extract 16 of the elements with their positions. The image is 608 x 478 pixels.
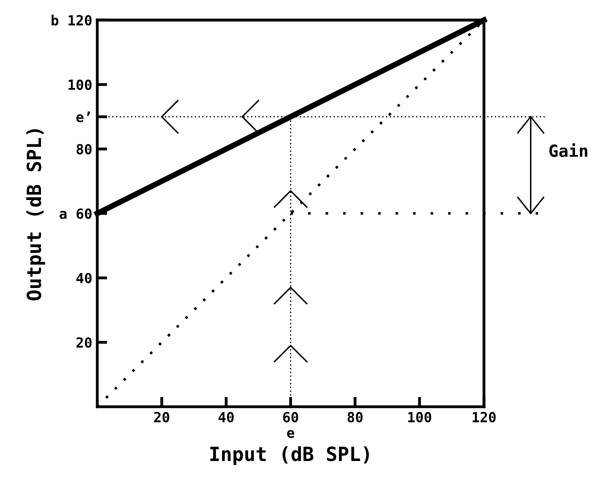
x-tick-label: 100 <box>408 412 432 422</box>
y-tick-label: b 120 <box>52 14 92 26</box>
x-tick-label: 60 e <box>283 412 298 438</box>
y-tick-label: 100 <box>68 79 92 90</box>
y-axis-title: Output (dB SPL) <box>26 129 46 300</box>
x-tick-label: 80 <box>348 412 363 422</box>
x-tick-label: 20 <box>154 412 170 422</box>
y-tick-label: a 60 <box>60 208 92 219</box>
y-tick-label: 20 <box>76 337 92 348</box>
y-tick-label: e’ <box>76 111 90 122</box>
x-axis-title: Input (dB SPL) <box>210 446 369 466</box>
x-tick-label: 40 <box>218 412 234 422</box>
text: Gain <box>549 143 588 158</box>
x-tick-label: 120 <box>472 412 496 422</box>
y-tick-label: 80 <box>76 144 92 154</box>
y-tick-label: 40 <box>76 272 92 284</box>
